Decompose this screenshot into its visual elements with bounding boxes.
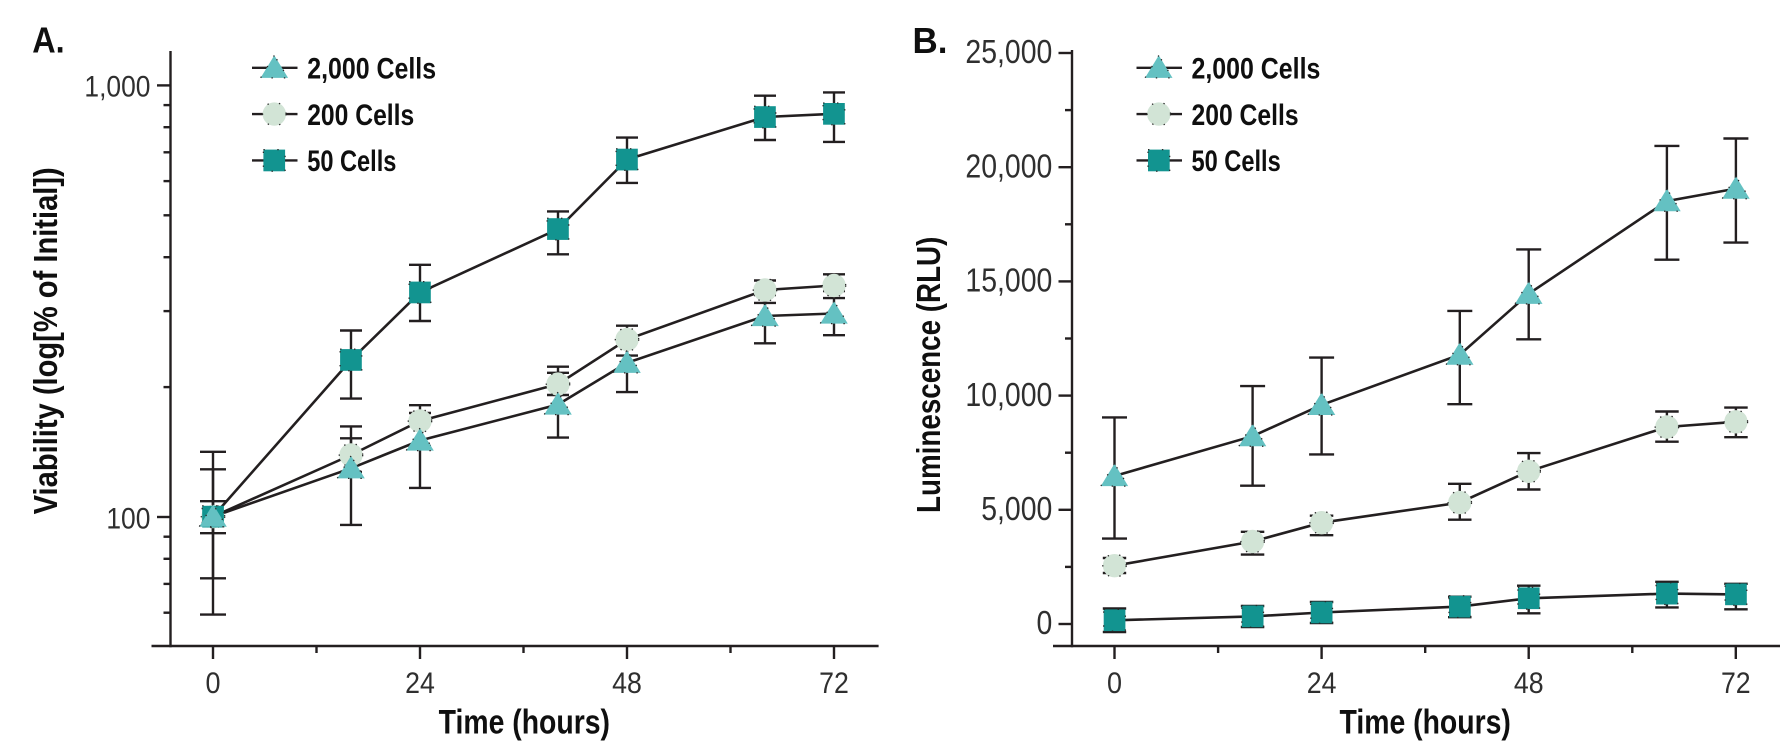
svg-text:50 Cells: 50 Cells <box>1192 145 1281 178</box>
svg-text:Time (hours): Time (hours) <box>439 702 610 741</box>
svg-text:25,000: 25,000 <box>965 33 1052 71</box>
svg-text:200 Cells: 200 Cells <box>1192 98 1299 132</box>
svg-text:2,000 Cells: 2,000 Cells <box>1192 51 1321 85</box>
svg-text:15,000: 15,000 <box>965 262 1052 300</box>
svg-text:0: 0 <box>205 667 220 701</box>
svg-text:24: 24 <box>405 667 435 701</box>
svg-text:Luminescence (RLU): Luminescence (RLU) <box>911 237 948 513</box>
svg-text:24: 24 <box>1307 667 1337 701</box>
svg-text:50 Cells: 50 Cells <box>307 145 396 178</box>
svg-text:72: 72 <box>819 667 849 701</box>
svg-text:B.: B. <box>913 20 948 61</box>
svg-text:20,000: 20,000 <box>965 147 1052 185</box>
svg-text:A.: A. <box>32 21 64 61</box>
svg-text:2,000 Cells: 2,000 Cells <box>307 51 436 85</box>
svg-text:0: 0 <box>1107 667 1122 701</box>
svg-text:100: 100 <box>106 501 150 535</box>
svg-text:72: 72 <box>1721 667 1751 701</box>
svg-text:Time (hours): Time (hours) <box>1340 702 1511 741</box>
svg-text:5,000: 5,000 <box>981 490 1052 528</box>
svg-text:48: 48 <box>612 667 642 701</box>
svg-text:48: 48 <box>1514 667 1544 701</box>
svg-text:200 Cells: 200 Cells <box>307 98 414 132</box>
svg-text:Viability (log[% of Initial]): Viability (log[% of Initial]) <box>27 167 64 514</box>
svg-text:0: 0 <box>1036 604 1052 642</box>
svg-text:10,000: 10,000 <box>965 376 1052 414</box>
svg-text:1,000: 1,000 <box>84 69 150 103</box>
